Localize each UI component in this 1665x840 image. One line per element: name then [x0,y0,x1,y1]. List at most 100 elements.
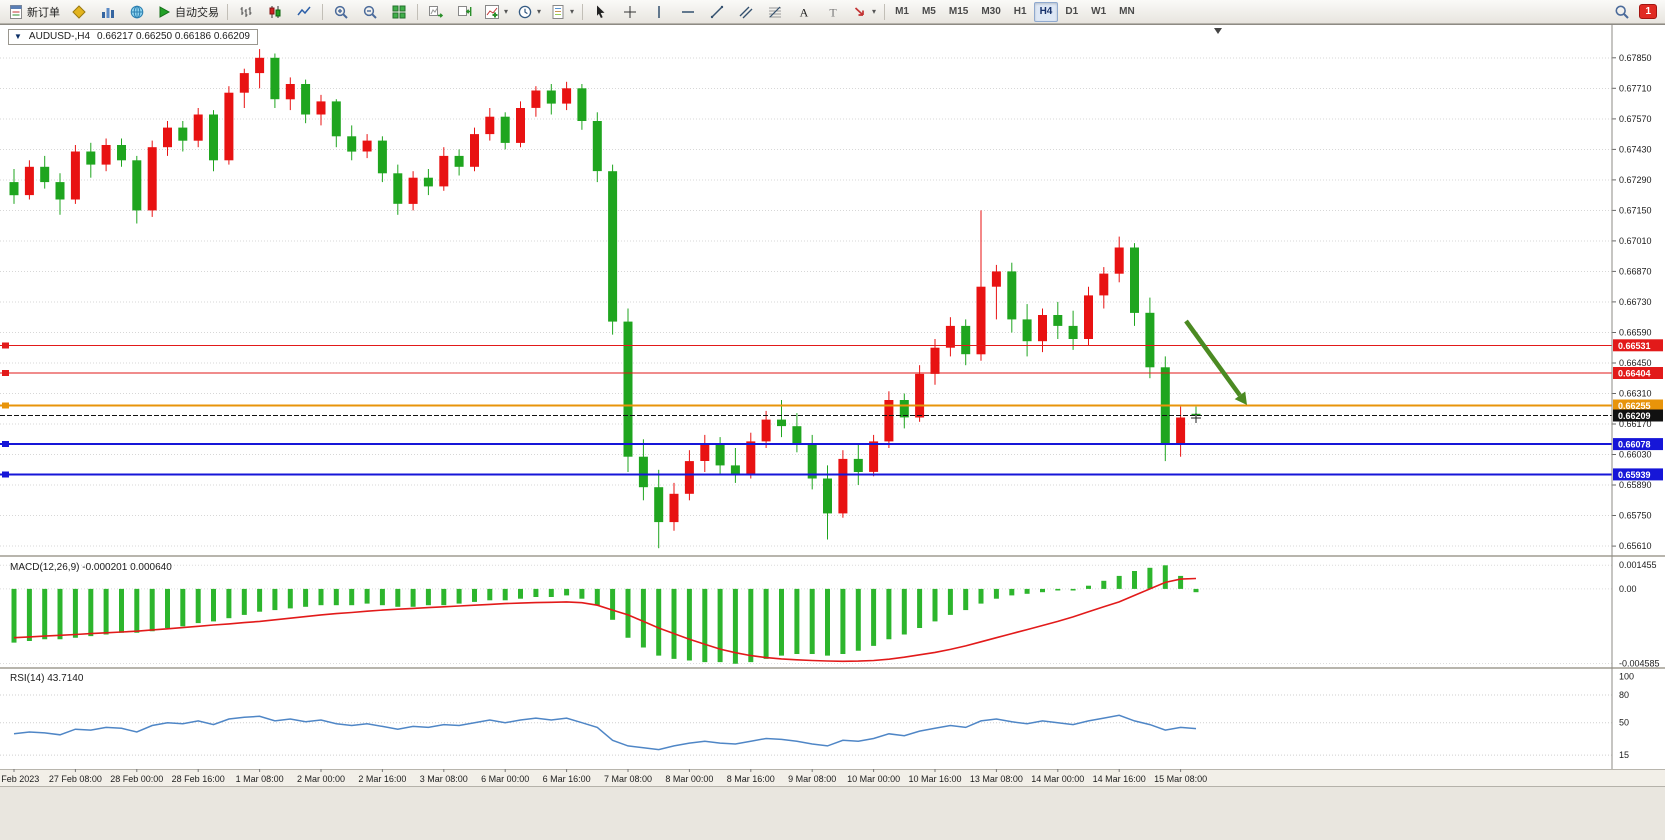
svg-text:7 Mar 08:00: 7 Mar 08:00 [604,774,652,784]
svg-text:50: 50 [1619,718,1629,728]
cursor-button[interactable] [587,1,615,23]
svg-text:10 Mar 00:00: 10 Mar 00:00 [847,774,900,784]
one-click-trading-toggle-icon[interactable]: ▼ [14,32,22,41]
search-icon [1615,4,1630,19]
svg-text:0.67010: 0.67010 [1619,236,1652,246]
svg-text:0.00: 0.00 [1619,584,1637,594]
price-axis[interactable]: 0.67850 0.67710 0.67570 0.67430 0.67290 0.671… [1612,53,1652,551]
svg-text:0.67290: 0.67290 [1619,175,1652,185]
indicators-button[interactable]: ▾ [480,1,512,23]
chart-window: ▼ AUDUSD-,H4 0.66217 0.66250 0.66186 0.6… [0,24,1665,787]
dropdown-caret-icon: ▾ [537,7,542,16]
svg-text:0.65890: 0.65890 [1619,480,1652,490]
svg-text:0.66170: 0.66170 [1619,419,1652,429]
svg-text:0.66730: 0.66730 [1619,297,1652,307]
timeframe-button-w1[interactable]: W1 [1091,6,1107,17]
svg-text:0.67570: 0.67570 [1619,114,1652,124]
market-watch-icon [102,7,114,18]
svg-text:0.66404: 0.66404 [1618,369,1651,379]
candlestick-chart-button[interactable] [261,1,289,23]
search-button[interactable] [1608,1,1636,23]
crosshair-marker [1191,413,1201,423]
navigator-button[interactable] [123,1,151,23]
macd-indicator-label: MACD(12,26,9) -0.000201 0.000640 [10,562,172,573]
toolbar-separator [227,3,228,20]
label-button[interactable]: T [819,1,847,23]
chart-shift-marker-icon[interactable] [1214,28,1222,34]
svg-text:9 Mar 08:00: 9 Mar 08:00 [788,774,836,784]
zoom-out-icon [363,5,377,19]
dropdown-caret-icon: ▾ [504,7,509,16]
trendline-button[interactable] [703,1,731,23]
notification-badge[interactable]: 1 [1639,4,1657,19]
timeframe-button-h4[interactable]: H4 [1033,1,1059,22]
channel-button[interactable] [732,1,760,23]
market-watch-button[interactable] [94,1,122,23]
crosshair-button[interactable] [616,1,644,23]
arrows-icon [854,6,864,16]
clock-icon [518,5,532,18]
svg-text:14 Mar 00:00: 14 Mar 00:00 [1031,774,1084,784]
auto-scroll-button[interactable] [422,1,450,23]
fibonacci-button[interactable] [761,1,789,23]
indicators-icon [485,4,499,19]
toolbar-separator [582,3,584,20]
svg-text:T: T [829,5,837,19]
rsi-indicator-label: RSI(14) 43.7140 [10,673,84,684]
channel-icon [739,6,753,18]
time-axis[interactable]: 24 Feb 2023 27 Feb 08:00 28 Feb 00:00 28 Fe… [0,769,1207,784]
timeframe-button-m30[interactable]: M30 [981,6,1001,17]
status-area [0,786,1665,840]
horizontal-line-button[interactable] [674,1,702,23]
arrows-button[interactable]: ▾ [848,1,880,23]
vertical-line-button[interactable] [645,1,673,23]
panel-splitters[interactable] [0,555,1665,770]
timeframe-button-m15[interactable]: M15 [948,6,969,17]
timeframe-button-h1[interactable]: H1 [1013,6,1027,17]
line-chart-button[interactable] [290,1,318,23]
tile-windows-button[interactable] [385,1,413,23]
svg-text:1 Mar 08:00: 1 Mar 08:00 [236,774,284,784]
svg-text:100: 100 [1619,672,1634,682]
vline-icon [658,5,660,18]
zoom-out-button[interactable] [356,1,384,23]
new-order-button-label: 新订单 [27,6,60,19]
timeframe-button-m1[interactable]: M1 [895,6,909,17]
price-tags: 0.66531 0.66404 0.66255 0.66078 0.65939 0.662… [1613,339,1663,481]
bar-chart-button[interactable] [232,1,260,23]
profiles-button[interactable] [65,1,93,23]
svg-text:A: A [800,5,809,19]
navigator-icon [130,5,144,18]
time-axis-strip[interactable] [0,769,1665,787]
timeframe-button-mn[interactable]: MN [1119,6,1135,17]
auto-trading-button-label: 自动交易 [175,6,219,19]
svg-text:0.67430: 0.67430 [1619,144,1652,154]
toolbar-separator [884,3,886,20]
templates-button[interactable]: ▾ [546,1,578,23]
timeframe-button-d1[interactable]: D1 [1065,6,1079,17]
zoom-in-icon [334,5,348,19]
svg-text:8 Mar 16:00: 8 Mar 16:00 [727,774,775,784]
trend-arrow-annotation[interactable] [1184,319,1247,405]
svg-text:24 Feb 2023: 24 Feb 2023 [0,774,39,784]
auto-trading-button[interactable]: 自动交易 [152,1,223,23]
text-button[interactable]: A [790,1,818,23]
timeframe-button-m5[interactable]: M5 [921,6,936,17]
tile-icon [392,5,406,18]
svg-text:8 Mar 00:00: 8 Mar 00:00 [665,774,713,784]
new-order-button[interactable]: 新订单 [4,1,64,23]
horizontal-line-objects[interactable] [0,342,1612,478]
svg-text:-0.004585: -0.004585 [1619,659,1660,669]
chart-canvas[interactable]: 0.67850 0.67710 0.67570 0.67430 0.67290 0.671… [0,25,1665,787]
new-order-icon [10,4,22,19]
zoom-in-button[interactable] [327,1,355,23]
label-icon: T [829,5,837,19]
chart-shift-button[interactable] [451,1,479,23]
svg-text:15: 15 [1619,750,1629,760]
cursor-icon [597,5,605,18]
periods-button[interactable]: ▾ [513,1,545,23]
main-toolbar: 新订单 自动交易 ▾ ▾ ▾ A T ▾ M1 M5 M15 M30 H1 H4 D1 W1 MN 1 [0,0,1665,24]
svg-text:0.66450: 0.66450 [1619,358,1652,368]
svg-text:0.66310: 0.66310 [1619,389,1652,399]
